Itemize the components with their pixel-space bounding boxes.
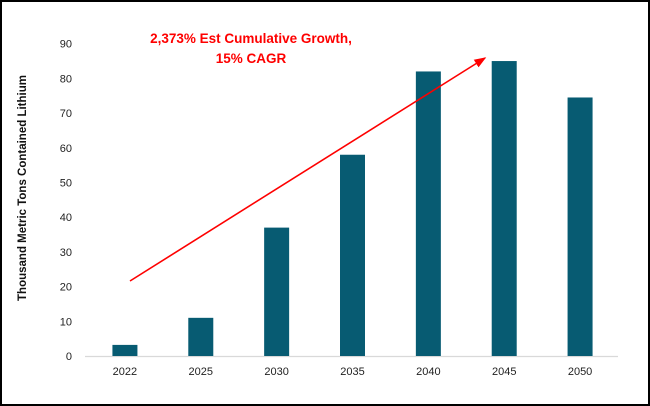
bar-2025 (188, 317, 214, 356)
growth-annotation: 2,373% Est Cumulative Growth, 15% CAGR (150, 31, 352, 66)
bar-2035 (340, 154, 365, 356)
bar-2040 (415, 71, 441, 357)
x-axis-label-2022: 2022 (113, 366, 137, 378)
y-tick-label-10: 10 (60, 316, 72, 328)
y-tick-label-0: 0 (66, 351, 72, 363)
y-tick-label-20: 20 (60, 282, 72, 294)
y-tick-label-90: 90 (60, 39, 72, 51)
x-axis-label-2030: 2030 (264, 366, 288, 378)
bar-2022 (112, 344, 138, 356)
y-tick-label-30: 30 (60, 247, 72, 259)
bar-2030 (264, 227, 290, 356)
bar-2050 (567, 97, 593, 357)
x-axis-label-2040: 2040 (416, 366, 440, 378)
y-tick-label-60: 60 (60, 143, 72, 155)
x-axis-label-2035: 2035 (340, 366, 364, 378)
y-tick-label-40: 40 (60, 212, 72, 224)
bar-2045 (491, 61, 517, 357)
x-axis-label-2045: 2045 (492, 366, 516, 378)
y-tick-label-70: 70 (60, 108, 72, 120)
x-axis-label-2025: 2025 (189, 366, 213, 378)
growth-arrow (129, 57, 487, 282)
x-axis-label-2050: 2050 (568, 366, 592, 378)
y-tick-label-80: 80 (60, 73, 72, 85)
y-tick-label-50: 50 (60, 178, 72, 190)
